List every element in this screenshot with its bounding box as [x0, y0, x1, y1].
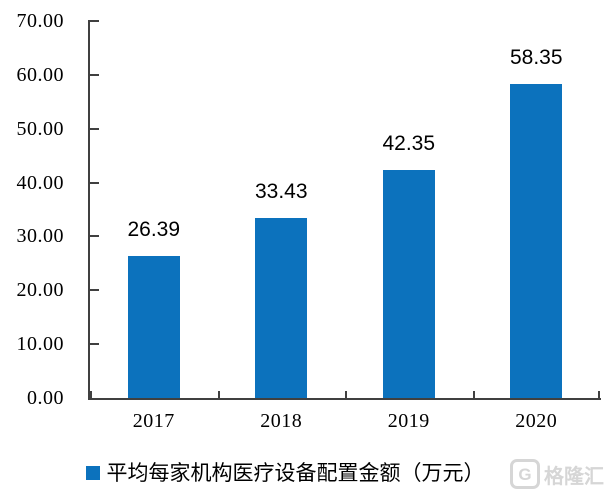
y-tick-label: 20.00: [16, 279, 64, 302]
bar-value-label: 33.43: [254, 180, 308, 203]
x-axis-labels: 2017 2018 2019 2020: [90, 408, 600, 434]
x-tick-mark: [472, 391, 475, 398]
x-tick-label: 2018: [260, 410, 303, 432]
y-tick-mark: [90, 235, 99, 238]
x-tick-mark: [217, 391, 220, 398]
legend: 平均每家机构医疗设备配置金额（万元）: [0, 458, 570, 488]
y-tick-label: 60.00: [16, 63, 64, 86]
x-axis-line: [88, 398, 601, 400]
bar-value-label: 42.35: [382, 132, 436, 155]
x-tick-label: 2019: [387, 410, 430, 432]
watermark-brand: 格隆汇: [544, 465, 604, 488]
bar-2018: [255, 218, 308, 398]
y-tick-mark: [90, 289, 99, 292]
x-tick-mark: [90, 391, 92, 398]
bar-2017: [127, 256, 180, 398]
bar-2019: [382, 170, 435, 398]
y-tick-label: 40.00: [16, 171, 64, 194]
bar-2020: [510, 84, 563, 398]
x-tick-mark: [345, 391, 347, 398]
plot-area: 26.39 33.43 42.35 58.35: [90, 20, 600, 398]
y-tick-label: 30.00: [16, 225, 64, 248]
bar-value-label: 58.35: [509, 46, 563, 69]
y-tick-label: 70.00: [16, 10, 64, 32]
y-tick-label: 50.00: [16, 117, 64, 140]
x-tick-label: 2020: [515, 410, 558, 432]
legend-label: 平均每家机构医疗设备配置金额（万元）: [106, 461, 485, 485]
legend-swatch-icon: [85, 466, 100, 480]
bar-value-label: 26.39: [127, 218, 181, 241]
y-tick-mark: [90, 127, 99, 130]
y-axis-labels: 0.00 10.00 20.00 30.00 40.00 50.00 60.00 70.00: [0, 10, 64, 409]
x-tick-mark: [598, 391, 600, 398]
y-axis-line: [88, 20, 90, 400]
y-tick-mark: [90, 343, 99, 346]
watermark: G 格隆汇: [510, 459, 604, 489]
y-tick-label: 10.00: [16, 333, 64, 356]
gelonghui-logo-icon: G: [510, 459, 540, 489]
y-tick-label: 0.00: [27, 387, 64, 409]
x-tick-label: 2017: [132, 410, 175, 432]
y-tick-mark: [90, 73, 99, 76]
y-tick-mark: [90, 181, 99, 184]
y-tick-mark: [90, 20, 99, 22]
